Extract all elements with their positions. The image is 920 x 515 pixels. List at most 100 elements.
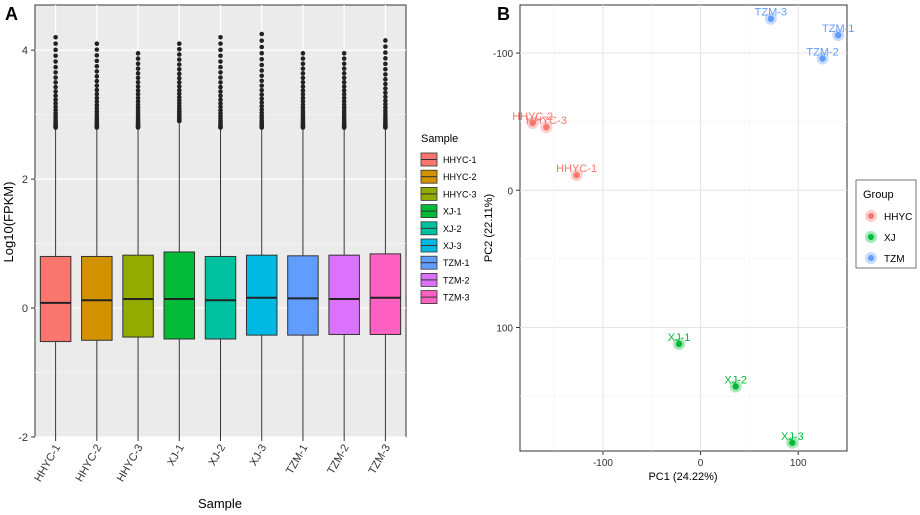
legend-label: TZM-1 [443,258,470,268]
outlier-point [259,62,265,68]
outlier-point [94,106,100,111]
pca-point-dot [732,383,739,390]
pca-point-xj-2: XJ-2 [724,375,747,393]
outlier-point [259,50,265,56]
legend-label: TZM-2 [443,275,470,285]
outlier-point [300,102,306,107]
outlier-point [341,56,347,61]
outlier-point [53,80,58,85]
pca-point-xj-3: XJ-3 [781,431,804,449]
pca-point-label: XJ-2 [724,375,747,387]
outlier-point [259,56,265,62]
outlier-point [300,99,306,104]
pca-point-dot [835,31,842,39]
pca-y-axis-title: PC2 (22.11%) [483,194,495,262]
box-tzm-1 [287,51,319,437]
outlier-point [218,75,223,80]
legend-label: XJ-3 [443,241,462,251]
outlier-point [94,74,100,79]
outlier-point [53,47,58,53]
outlier-point [218,59,223,64]
outlier-point [383,98,388,103]
outlier-point [259,107,265,112]
outlier-point [176,84,182,89]
outlier-point [176,80,182,85]
legend-label: HHYC-3 [443,189,477,199]
outlier-point [300,88,306,93]
box-tzm-3 [369,38,402,437]
box-body [163,251,196,340]
pca-x-tick-label: 100 [790,458,807,469]
outlier-point [53,104,58,110]
pca-x-tick-label: -100 [593,458,613,469]
outlier-point [341,92,347,97]
outlier-point [383,50,388,55]
outlier-point [53,93,58,99]
outlier-point [259,68,265,73]
outlier-point [218,70,223,75]
outlier-point [300,84,306,89]
pca-y-tick-label: 0 [507,186,513,197]
outlier-point [176,52,182,57]
boxplot-x-axis-title: Sample [198,496,242,511]
outlier-point [341,95,347,101]
pca-legend: Group HHYC XJ TZM [855,179,917,269]
pca-x-axis: -100 0 100 [593,451,807,469]
box-body [204,255,237,340]
pca-point-label: HHYC-1 [556,163,597,175]
pca-point-label: TZM-2 [806,47,838,59]
pca-point-tzm-1: TZM-1 [822,23,854,42]
outlier-point [94,78,100,84]
outlier-point [135,79,141,85]
boxplot-legend-item: TZM-1 [420,255,470,270]
outlier-point [383,105,388,110]
boxplot-x-tick-label: HHYC-3 [115,443,146,484]
pca-y-axis: 100 0 -100 [493,49,520,334]
pca-point-label: XJ-1 [668,332,691,344]
outlier-point [300,95,306,101]
outlier-point [259,103,265,109]
outlier-point [383,61,388,67]
outlier-point [176,98,182,103]
pca-legend-box [855,179,917,269]
outlier-point [94,47,100,52]
box-body [245,254,278,336]
boxplot-x-tick-label: TZM-1 [284,443,311,477]
outlier-point [135,56,141,61]
boxplot-legend-item: XJ-3 [420,238,462,253]
outlier-point [53,101,58,106]
boxplot-legend-item: HHYC-1 [420,152,477,167]
outlier-point [176,91,182,97]
pca-point-tzm-3: TZM-3 [755,7,787,25]
outlier-point [53,75,58,80]
panel-a-letter: A [5,4,18,24]
outlier-point [259,44,265,50]
outlier-point [218,53,223,59]
boxplot-y-tick-label: 4 [22,45,28,57]
outlier-point [383,94,388,100]
outlier-point [218,89,223,94]
pca-point-label: TZM-1 [822,23,854,35]
box-body [287,255,319,336]
pca-point-dot [819,55,826,62]
boxplot-legend-item: TZM-2 [420,272,470,287]
pca-legend-item-tzm: TZM [865,252,905,265]
box-xj-2 [204,34,237,437]
outlier-point [94,41,100,46]
outlier-point [135,95,141,101]
outlier-point [341,75,347,81]
boxplot-x-tick-label: XJ-1 [165,443,187,469]
outlier-point [176,62,182,67]
box-xj-1 [163,41,196,437]
pca-legend-item-xj: XJ [865,231,896,244]
outlier-point [94,63,100,69]
outlier-point [53,41,58,46]
boxplot-legend-title: Sample [421,133,458,145]
outlier-point [259,73,265,79]
outlier-point [341,79,347,85]
outlier-point [383,81,388,87]
outlier-point [135,88,141,93]
legend-label: TZM-3 [443,293,470,303]
pca-point-dot [789,439,796,446]
outlier-point [94,69,100,74]
